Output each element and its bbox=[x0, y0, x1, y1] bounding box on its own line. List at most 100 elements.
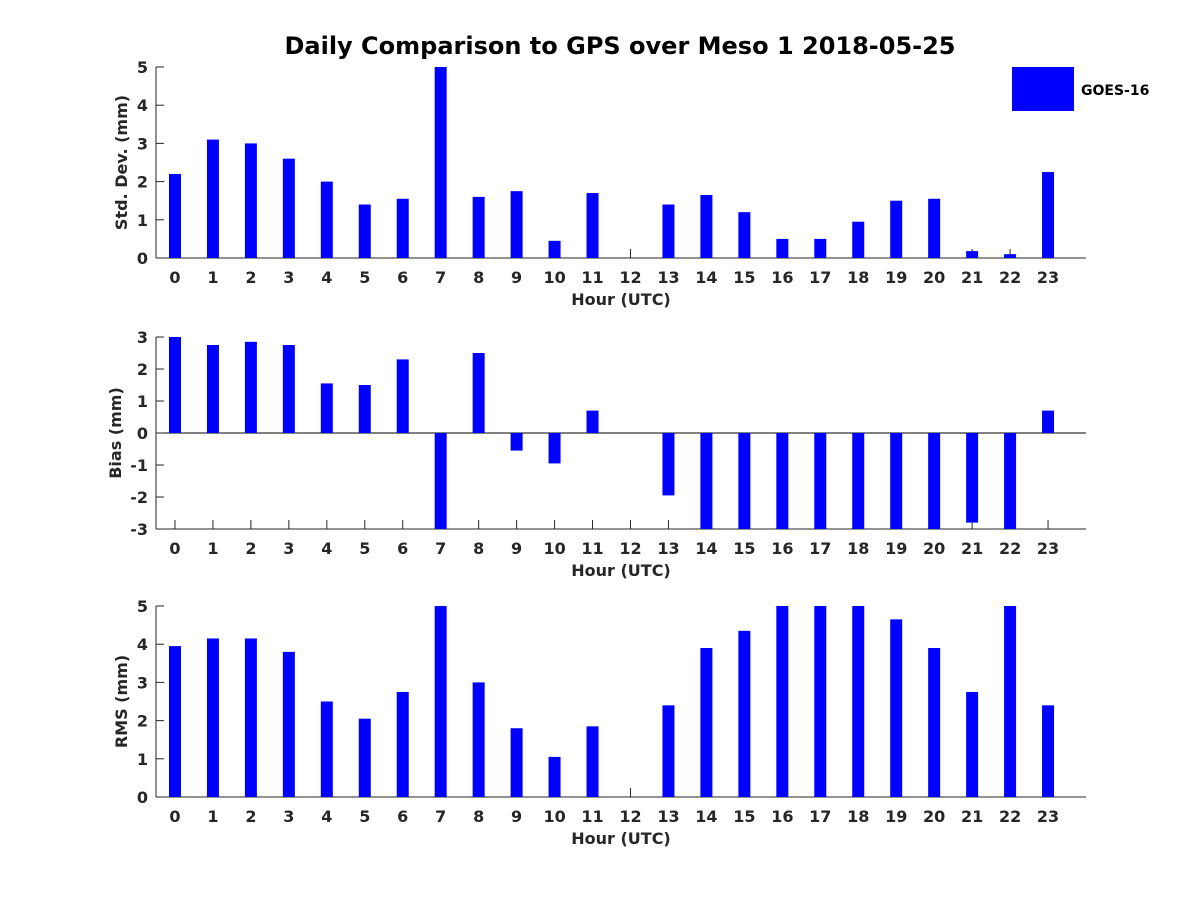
x-tick-label: 6 bbox=[397, 807, 408, 826]
x-tick-label: 22 bbox=[999, 807, 1021, 826]
y-tick-label: 4 bbox=[137, 635, 148, 654]
x-tick-label: 9 bbox=[511, 268, 522, 287]
x-tick-label: 14 bbox=[695, 268, 717, 287]
bar-hour-7 bbox=[434, 433, 447, 529]
x-tick-label: 19 bbox=[885, 539, 907, 558]
bar-hour-17 bbox=[814, 606, 827, 797]
bar-hour-1 bbox=[206, 345, 219, 433]
x-tick-label: 8 bbox=[473, 539, 484, 558]
bar-hour-2 bbox=[244, 638, 257, 797]
x-tick-label: 14 bbox=[695, 807, 717, 826]
x-tick-label: 13 bbox=[657, 539, 679, 558]
bar-hour-2 bbox=[244, 143, 257, 258]
y-tick-label: 2 bbox=[137, 712, 148, 731]
bar-hour-7 bbox=[434, 67, 447, 258]
x-tick-label: 4 bbox=[321, 807, 332, 826]
x-tick-label: 6 bbox=[397, 268, 408, 287]
x-tick-label: 1 bbox=[207, 539, 218, 558]
bar-hour-21 bbox=[966, 691, 979, 797]
x-tick-label: 2 bbox=[245, 539, 256, 558]
x-tick-label: 22 bbox=[999, 268, 1021, 287]
x-tick-label: 15 bbox=[733, 268, 755, 287]
x-tick-label: 0 bbox=[169, 268, 180, 287]
bar-hour-10 bbox=[548, 240, 561, 258]
y-axis-label: Bias (mm) bbox=[106, 387, 125, 479]
x-tick-label: 19 bbox=[885, 807, 907, 826]
y-tick-label: 1 bbox=[137, 392, 148, 411]
x-tick-label: 7 bbox=[435, 539, 446, 558]
bar-hour-5 bbox=[358, 718, 371, 797]
x-tick-label: 18 bbox=[847, 539, 869, 558]
y-tick-label: 0 bbox=[137, 249, 148, 268]
bar-hour-22 bbox=[1004, 254, 1017, 258]
x-tick-label: 18 bbox=[847, 268, 869, 287]
bar-hour-20 bbox=[928, 648, 941, 797]
x-tick-label: 21 bbox=[961, 268, 983, 287]
bar-hour-15 bbox=[738, 630, 751, 797]
bar-hour-1 bbox=[206, 638, 219, 797]
bar-hour-6 bbox=[396, 198, 409, 258]
bar-hour-10 bbox=[548, 756, 561, 797]
y-tick-label: 1 bbox=[137, 750, 148, 769]
bar-hour-16 bbox=[776, 433, 789, 529]
bar-hour-15 bbox=[738, 433, 751, 529]
x-tick-label: 9 bbox=[511, 539, 522, 558]
bar-hour-5 bbox=[358, 385, 371, 433]
bar-hour-14 bbox=[700, 433, 713, 529]
y-tick-label: 0 bbox=[137, 424, 148, 443]
bar-hour-7 bbox=[434, 606, 447, 797]
y-tick-label: -2 bbox=[130, 488, 148, 507]
bar-hour-5 bbox=[358, 204, 371, 258]
x-tick-label: 0 bbox=[169, 539, 180, 558]
x-tick-label: 10 bbox=[543, 807, 565, 826]
bar-hour-22 bbox=[1004, 433, 1017, 529]
figure-title: Daily Comparison to GPS over Meso 1 2018… bbox=[284, 32, 955, 60]
x-tick-label: 13 bbox=[657, 268, 679, 287]
bar-hour-11 bbox=[586, 410, 599, 433]
bar-hour-23 bbox=[1042, 410, 1055, 433]
bar-hour-17 bbox=[814, 238, 827, 258]
x-tick-label: 7 bbox=[435, 807, 446, 826]
x-tick-label: 0 bbox=[169, 807, 180, 826]
bar-hour-19 bbox=[890, 433, 903, 529]
x-tick-label: 3 bbox=[283, 539, 294, 558]
bar-hour-18 bbox=[852, 433, 865, 529]
y-tick-label: -1 bbox=[130, 456, 148, 475]
bar-hour-13 bbox=[662, 204, 675, 258]
y-axis-label: RMS (mm) bbox=[112, 655, 131, 748]
x-tick-label: 16 bbox=[771, 268, 793, 287]
x-tick-label: 12 bbox=[619, 807, 641, 826]
bar-hour-10 bbox=[548, 433, 561, 464]
bar-hour-20 bbox=[928, 433, 941, 529]
x-tick-label: 5 bbox=[359, 539, 370, 558]
bar-hour-0 bbox=[168, 646, 181, 797]
bar-hour-21 bbox=[966, 433, 979, 523]
bar-hour-20 bbox=[928, 198, 941, 258]
bar-hour-18 bbox=[852, 606, 865, 797]
x-tick-label: 15 bbox=[733, 807, 755, 826]
bar-hour-3 bbox=[282, 651, 295, 797]
x-axis-label: Hour (UTC) bbox=[571, 290, 671, 309]
x-tick-label: 23 bbox=[1037, 268, 1059, 287]
x-tick-label: 12 bbox=[619, 539, 641, 558]
bar-hour-0 bbox=[168, 337, 181, 433]
bar-hour-16 bbox=[776, 606, 789, 797]
x-tick-label: 16 bbox=[771, 539, 793, 558]
x-tick-label: 17 bbox=[809, 807, 831, 826]
bar-hour-11 bbox=[586, 193, 599, 258]
bar-hour-13 bbox=[662, 433, 675, 496]
x-tick-label: 18 bbox=[847, 807, 869, 826]
x-tick-label: 23 bbox=[1037, 807, 1059, 826]
x-tick-label: 14 bbox=[695, 539, 717, 558]
bar-hour-6 bbox=[396, 359, 409, 433]
y-tick-label: -3 bbox=[130, 520, 148, 539]
x-tick-label: 11 bbox=[581, 539, 603, 558]
bar-hour-8 bbox=[472, 196, 485, 258]
x-tick-label: 5 bbox=[359, 807, 370, 826]
x-tick-label: 21 bbox=[961, 807, 983, 826]
